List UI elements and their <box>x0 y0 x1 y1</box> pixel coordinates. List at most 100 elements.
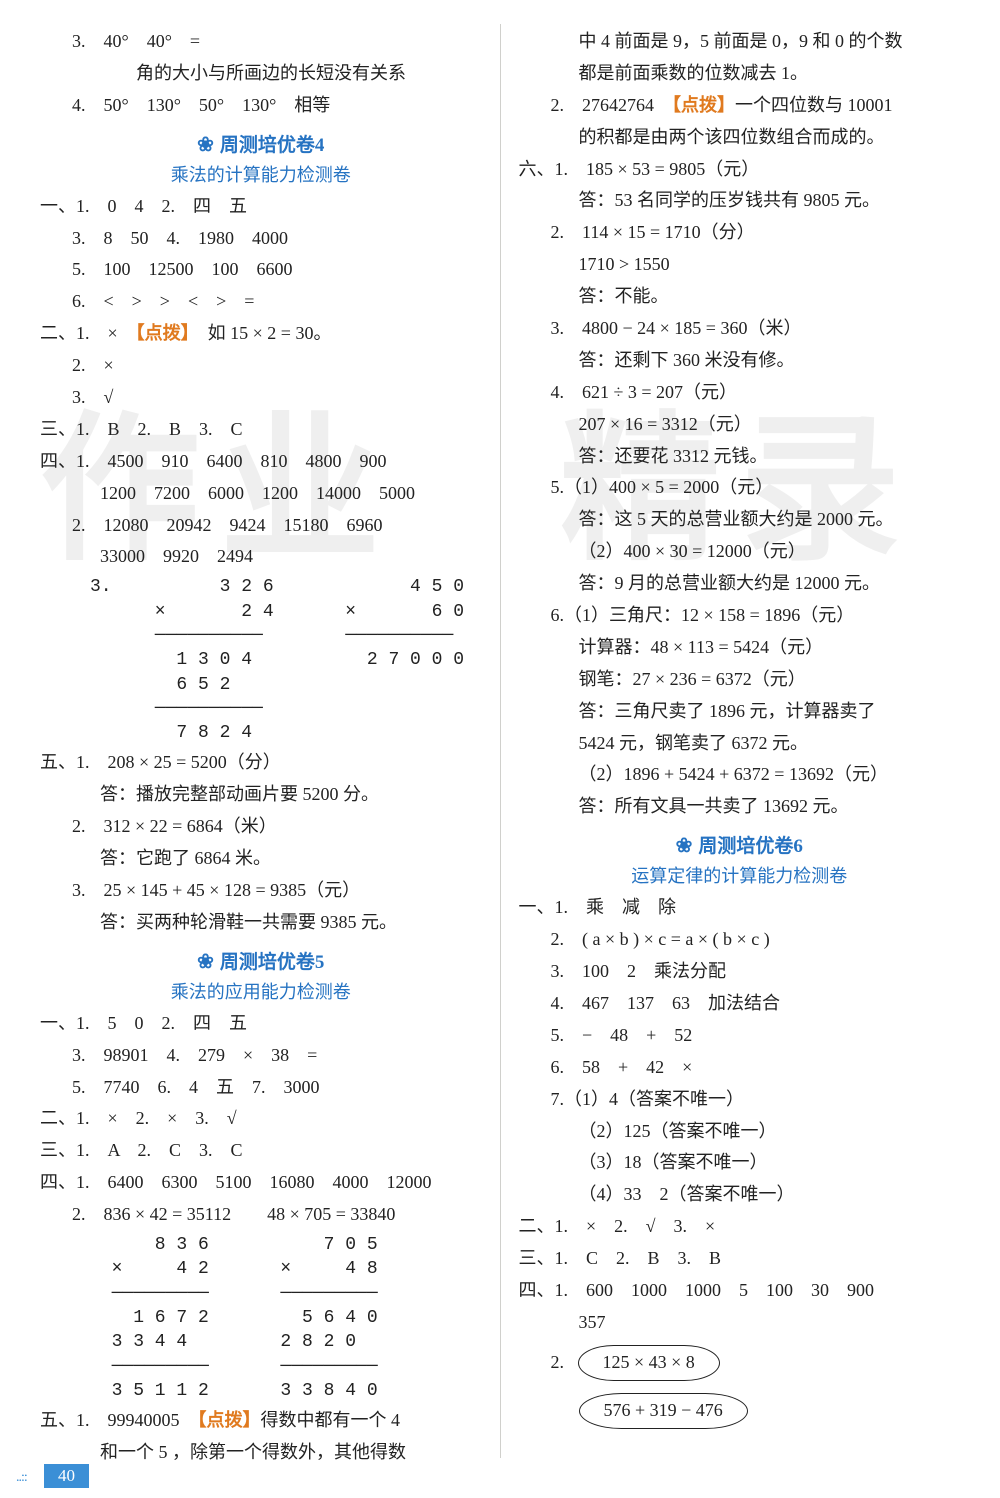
text-line: 的积都是由两个该四位数组合而成的。 <box>519 124 961 152</box>
text-line: 357 <box>519 1309 961 1337</box>
page-number-badge: 40 <box>44 1464 89 1488</box>
text-line: 一、1. 乘 减 除 <box>519 894 961 922</box>
text-line: 33000 9920 2494 <box>40 543 482 571</box>
text-line: 角的大小与所画边的长短没有关系 <box>40 60 482 88</box>
text-line: 答：53 名同学的压岁钱共有 9805 元。 <box>519 187 961 215</box>
text-line: 3. 100 2 乘法分配 <box>519 958 961 986</box>
text-line: 1200 7200 6000 1200 14000 5000 <box>40 480 482 508</box>
text-line: 二、1. × 【点拨】 如 15 × 2 = 30。 <box>40 320 482 348</box>
decorative-dots-icon: ..:: <box>16 1470 27 1486</box>
text-line: 6. 58 + 42 × <box>519 1054 961 1082</box>
text-line: 3. 25 × 145 + 45 × 128 = 9385（元） <box>40 877 482 905</box>
text-line: 六、1. 185 × 53 = 9805（元） <box>519 156 961 184</box>
text-line: （4）33 2（答案不唯一） <box>519 1181 961 1209</box>
text-line: 钢笔：27 × 236 = 6372（元） <box>519 666 961 694</box>
text-line: 3. 40° 40° = <box>40 28 482 56</box>
text-line: 二、1. × 2. √ 3. × <box>519 1213 961 1241</box>
text-line: 四、1. 6400 6300 5100 16080 4000 12000 <box>40 1169 482 1197</box>
text-span: 2. <box>551 1352 565 1372</box>
text-line: 答：播放完整部动画片要 5200 分。 <box>40 781 482 809</box>
text-line: 207 × 16 = 3312（元） <box>519 411 961 439</box>
hint-label: 【点拨】 <box>198 1410 261 1430</box>
text-line: 答：还要花 3312 元钱。 <box>519 443 961 471</box>
text-line: 2. 312 × 22 = 6864（米） <box>40 813 482 841</box>
section-subheader: 乘法的计算能力检测卷 <box>40 161 482 187</box>
vertical-calc: 4 5 0 × 6 0 ────────── 2 7 0 0 0 <box>324 575 464 745</box>
text-line: 5. 100 12500 100 6600 <box>40 256 482 284</box>
vertical-calc-row: 8 3 6 × 4 2 ───────── 1 6 7 2 3 3 4 4 ──… <box>90 1233 482 1403</box>
section-subheader: 乘法的应用能力检测卷 <box>40 978 482 1004</box>
header-title: 周测培优卷6 <box>698 836 803 857</box>
text-line: 答：这 5 天的总营业额大约是 2000 元。 <box>519 506 961 534</box>
section-header: ❀ 周测培优卷4 <box>40 130 482 157</box>
text-line: 答：还剩下 360 米没有修。 <box>519 347 961 375</box>
text-line: 3. 98901 4. 279 × 38 = <box>40 1042 482 1070</box>
text-line: 4. 50° 130° 50° 130° 相等 <box>40 92 482 120</box>
text-line: 4. 621 ÷ 3 = 207（元） <box>519 379 961 407</box>
text-line: 2. 836 × 42 = 35112 48 × 705 = 33840 <box>40 1201 482 1229</box>
text-line: 6. < > > < > = <box>40 288 482 316</box>
text-line: 5. 7740 6. 4 五 7. 3000 <box>40 1074 482 1102</box>
text-line: 2. 114 × 15 = 1710（分） <box>519 219 961 247</box>
text-line: 三、1. B 2. B 3. C <box>40 416 482 444</box>
header-title: 周测培优卷5 <box>220 952 325 973</box>
text-line: 一、1. 0 4 2. 四 五 <box>40 193 482 221</box>
text-line: 答：它跑了 6864 米。 <box>40 845 482 873</box>
text-line: 6.（1）三角尺：12 × 158 = 1896（元） <box>519 602 961 630</box>
column-divider <box>500 24 501 1458</box>
header-title: 周测培优卷4 <box>220 135 325 156</box>
oval-expression: 125 × 43 × 8 <box>578 1345 720 1381</box>
text-line: （2）400 × 30 = 12000（元） <box>519 538 961 566</box>
text-span: 一个四位数与 10001 <box>735 95 893 115</box>
text-line: 三、1. A 2. C 3. C <box>40 1137 482 1165</box>
text-line: 四、1. 600 1000 1000 5 100 30 900 <box>519 1277 961 1305</box>
oval-expression: 576 + 319 − 476 <box>579 1393 748 1429</box>
hint-label: 【点拨】 <box>672 95 735 115</box>
paw-icon: ❀ <box>676 835 693 857</box>
vertical-calc: 8 3 6 × 4 2 ───────── 1 6 7 2 3 3 4 4 ──… <box>90 1233 209 1403</box>
paw-icon: ❀ <box>197 134 214 156</box>
text-line: 答：9 月的总营业额大约是 12000 元。 <box>519 570 961 598</box>
text-line: 二、1. × 2. × 3. √ <box>40 1105 482 1133</box>
text-line: 5424 元，钢笔卖了 6372 元。 <box>519 730 961 758</box>
page-container: 3. 40° 40° = 角的大小与所画边的长短没有关系 4. 50° 130°… <box>40 24 960 1458</box>
text-line: 五、1. 208 × 25 = 5200（分） <box>40 749 482 777</box>
text-line: 答：三角尺卖了 1896 元，计算器卖了 <box>519 698 961 726</box>
text-line: 2. 12080 20942 9424 15180 6960 <box>40 512 482 540</box>
text-line: 2. 125 × 43 × 8 <box>519 1341 961 1385</box>
text-line: 5. − 48 + 52 <box>519 1022 961 1050</box>
text-line: 3. 8 50 4. 1980 4000 <box>40 225 482 253</box>
text-line: 答：不能。 <box>519 283 961 311</box>
text-line: 2. 27642764 【点拨】一个四位数与 10001 <box>519 92 961 120</box>
text-span: 2. 27642764 <box>551 95 673 115</box>
section-subheader: 运算定律的计算能力检测卷 <box>519 862 961 888</box>
section-header: ❀周测培优卷6 <box>519 831 961 858</box>
text-line: 3. 4800 − 24 × 185 = 360（米） <box>519 315 961 343</box>
left-column: 3. 40° 40° = 角的大小与所画边的长短没有关系 4. 50° 130°… <box>40 24 482 1458</box>
text-line: 答：所有文具一共卖了 13692 元。 <box>519 793 961 821</box>
text-line: 2. ( a × b ) × c = a × ( b × c ) <box>519 926 961 954</box>
paw-icon: ❀ <box>197 951 214 973</box>
vertical-calc-row: 3. 3 2 6 × 2 4 ────────── 1 3 0 4 6 5 2 … <box>90 575 482 745</box>
text-line: （2）125（答案不唯一） <box>519 1118 961 1146</box>
text-line: 和一个 5 ，除第一个得数外，其他得数 <box>40 1439 482 1467</box>
text-span: 五、1. 99940005 <box>40 1410 198 1430</box>
hint-label: 【点拨】 <box>136 323 190 343</box>
text-line: 7.（1）4（答案不唯一） <box>519 1086 961 1114</box>
section-header: ❀ 周测培优卷5 <box>40 947 482 974</box>
text-span: 二、1. × <box>40 323 136 343</box>
vertical-calc: 7 0 5 × 4 8 ───────── 5 6 4 0 2 8 2 0 ──… <box>259 1233 378 1403</box>
text-line: 4. 467 137 63 加法结合 <box>519 990 961 1018</box>
text-line: 5.（1）400 × 5 = 2000（元） <box>519 474 961 502</box>
text-span: 如 15 × 2 = 30。 <box>190 323 332 343</box>
text-line: 一、1. 5 0 2. 四 五 <box>40 1010 482 1038</box>
vertical-calc: 3. 3 2 6 × 2 4 ────────── 1 3 0 4 6 5 2 … <box>90 575 274 745</box>
text-line: 计算器：48 × 113 = 5424（元） <box>519 634 961 662</box>
text-line: 1710 > 1550 <box>519 251 961 279</box>
text-span: 得数中都有一个 4 <box>261 1410 401 1430</box>
text-line: 3. √ <box>40 384 482 412</box>
right-column: 中 4 前面是 9，5 前面是 0，9 和 0 的个数 都是前面乘数的位数减去 … <box>519 24 961 1458</box>
text-line: 中 4 前面是 9，5 前面是 0，9 和 0 的个数 <box>519 28 961 56</box>
text-line: 都是前面乘数的位数减去 1。 <box>519 60 961 88</box>
text-line: 576 + 319 − 476 <box>519 1389 961 1433</box>
